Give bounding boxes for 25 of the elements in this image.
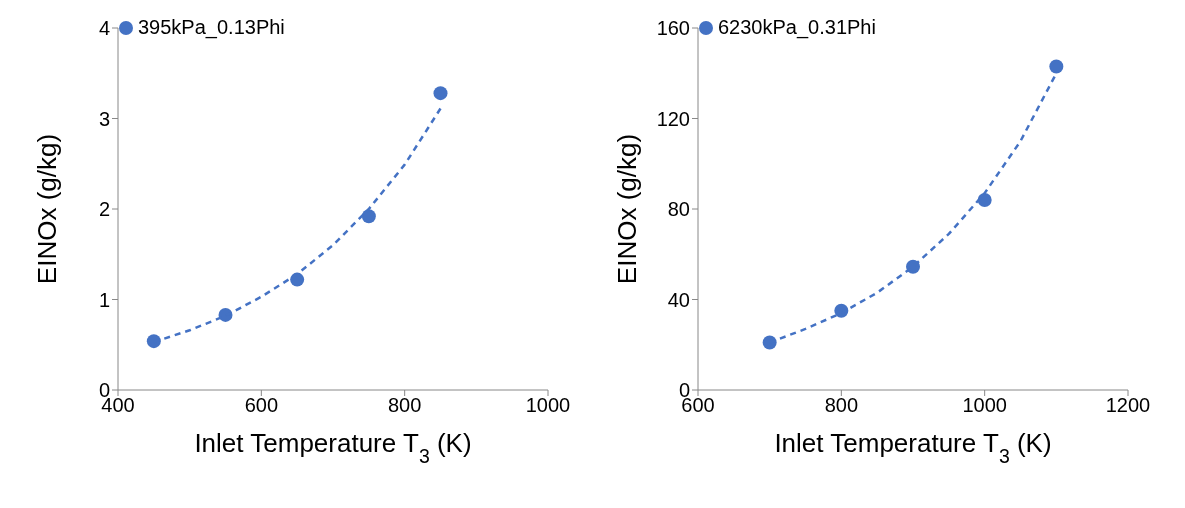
point: [1049, 59, 1064, 74]
x-axis-title: Inlet Temperature T$_{3}$ (K): [194, 428, 472, 467]
y-axis-title: EINOx (g/kg): [32, 133, 62, 285]
point: [433, 86, 448, 101]
y-tick-label: 3: [98, 107, 110, 130]
y-tick-label: 1: [98, 288, 110, 311]
y-tick-label: 80: [667, 198, 690, 221]
x-tick-label: 600: [244, 394, 279, 417]
x-tick-label: 800: [387, 394, 422, 417]
x-tick-label: 1200: [1105, 394, 1151, 417]
x-tick-label: 1000: [962, 394, 1007, 417]
x-tick-label: 1000: [525, 394, 571, 417]
y-axis-title: EINOx (g/kg): [612, 133, 642, 285]
x-tick-label: 800: [824, 394, 859, 417]
y-tick-label: 160: [656, 17, 690, 40]
legend-label: 6230kPa_0.31Phi: [718, 16, 876, 39]
legend-label: 395kPa_0.13Phi: [138, 16, 285, 39]
point: [146, 334, 161, 349]
y-tick-label: 120: [656, 107, 690, 130]
point: [977, 192, 992, 207]
y-tick-label: 40: [667, 288, 690, 311]
y-tick-label: 4: [98, 17, 110, 40]
y-tick-label: 2: [98, 198, 110, 221]
point: [361, 209, 376, 224]
x-axis-title: Inlet Temperature T$_{3}$ (K): [774, 428, 1052, 467]
